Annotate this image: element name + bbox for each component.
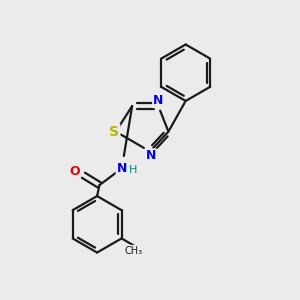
Text: S: S (109, 124, 119, 139)
Text: CH₃: CH₃ (124, 246, 142, 256)
Text: H: H (129, 165, 137, 175)
Text: N: N (117, 162, 127, 175)
Text: N: N (153, 94, 164, 107)
Text: O: O (69, 165, 80, 178)
Text: N: N (146, 149, 157, 162)
